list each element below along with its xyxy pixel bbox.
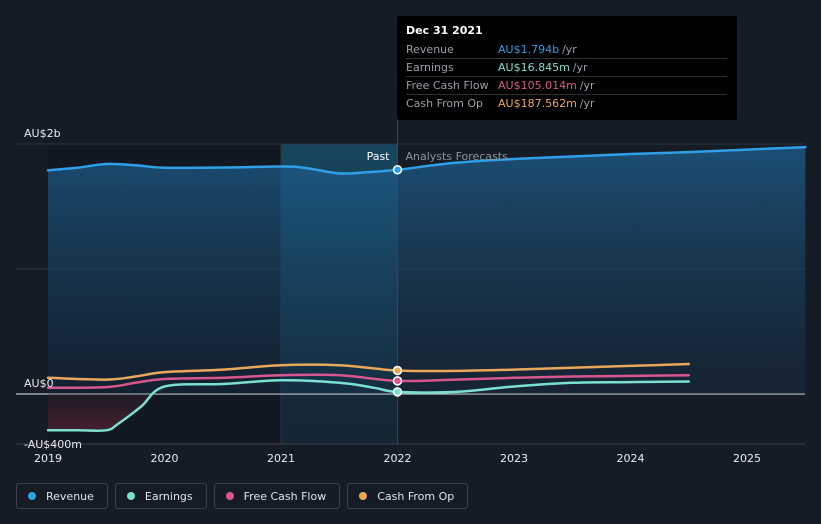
x-tick-label: 2020 [151, 452, 179, 465]
tooltip-label: Cash From Op [406, 97, 484, 110]
tooltip-date: Dec 31 2021 [406, 24, 483, 37]
legend-dot-icon [225, 492, 234, 500]
earnings-marker [392, 387, 403, 397]
legend: Revenue Earnings Free Cash Flow Cash Fro… [16, 483, 469, 509]
legend-label: Earnings [144, 489, 193, 503]
free-cash-flow-line [46, 373, 691, 390]
tooltip-unit: /yr [579, 97, 595, 110]
legend-dot-icon [126, 492, 135, 500]
tooltip-label: Free Cash Flow [406, 79, 489, 92]
free-cash-flow-marker [392, 376, 403, 386]
y-tick-label: AU$0 [24, 377, 54, 390]
tooltip-value: AU$187.562m [498, 97, 577, 110]
tooltip-label: Revenue [406, 43, 454, 56]
tooltip-unit: /yr [572, 61, 588, 74]
legend-item-earnings[interactable]: Earnings [114, 483, 207, 509]
tooltip-value: AU$16.845m [498, 61, 570, 74]
tooltip-value: AU$105.014m [498, 79, 577, 92]
legend-label: Revenue [46, 489, 94, 503]
forecast-label: Analysts Forecasts [406, 150, 509, 163]
revenue-area [48, 147, 806, 394]
legend-item-free-cash-flow[interactable]: Free Cash Flow [213, 483, 341, 509]
x-tick-label: 2019 [34, 452, 62, 465]
cash-from-op-marker [392, 365, 403, 376]
tooltip-unit: /yr [562, 43, 577, 56]
revenue-marker [392, 165, 403, 175]
tooltip-label: Earnings [406, 61, 454, 74]
past-label: Past [367, 150, 391, 163]
x-tick-label: 2021 [267, 452, 295, 465]
earnings-line [46, 379, 691, 432]
tooltip: Dec 31 2021 Revenue AU$1.794b /yr Earnin… [397, 16, 737, 120]
legend-label: Cash From Op [377, 489, 455, 503]
y-tick-label: -AU$400m [24, 438, 82, 451]
tooltip-row-cash-from-op: Cash From Op AU$187.562m /yr [406, 95, 727, 112]
x-tick-label: 2025 [733, 452, 761, 465]
legend-item-cash-from-op[interactable]: Cash From Op [347, 483, 469, 509]
cash-from-op-line [46, 362, 691, 381]
revenue-line [46, 145, 807, 175]
earnings-negative-area [48, 386, 165, 431]
legend-dot-icon [28, 492, 36, 500]
tooltip-row-free-cash-flow: Free Cash Flow AU$105.014m /yr [406, 77, 727, 95]
tooltip-value: AU$1.794b [498, 43, 560, 56]
legend-item-revenue[interactable]: Revenue [16, 483, 108, 509]
y-tick-label: AU$2b [24, 127, 61, 140]
legend-label: Free Cash Flow [243, 489, 327, 503]
x-tick-label: 2022 [384, 452, 412, 465]
tooltip-row-revenue: Revenue AU$1.794b /yr [406, 41, 727, 59]
x-tick-label: 2023 [500, 452, 528, 465]
x-tick-label: 2024 [617, 452, 645, 465]
tooltip-unit: /yr [579, 79, 595, 92]
tooltip-row-earnings: Earnings AU$16.845m /yr [406, 59, 727, 77]
legend-dot-icon [359, 492, 368, 500]
